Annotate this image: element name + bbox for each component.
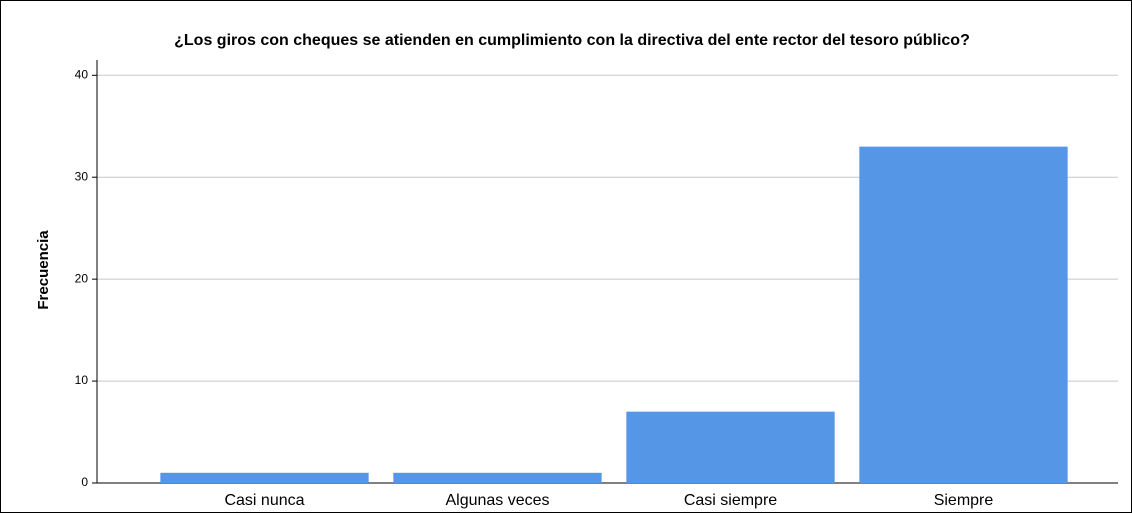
- bar: [160, 472, 369, 483]
- x-tick-label: Casi nunca: [224, 492, 304, 509]
- bar: [626, 411, 835, 483]
- y-tick-label: 40: [75, 67, 89, 81]
- x-tick-label: Casi siempre: [684, 492, 777, 509]
- y-axis-label: Frecuencia: [35, 230, 52, 310]
- y-tick-label: 10: [75, 373, 89, 387]
- x-tick-label: Algunas veces: [445, 492, 549, 509]
- bar: [393, 472, 602, 483]
- y-tick-label: 0: [81, 475, 88, 489]
- chart-title: ¿Los giros con cheques se atienden en cu…: [174, 32, 970, 49]
- y-tick-label: 30: [75, 169, 89, 183]
- y-tick-label: 20: [75, 271, 89, 285]
- bar: [859, 146, 1068, 483]
- x-tick-label: Siempre: [934, 492, 994, 509]
